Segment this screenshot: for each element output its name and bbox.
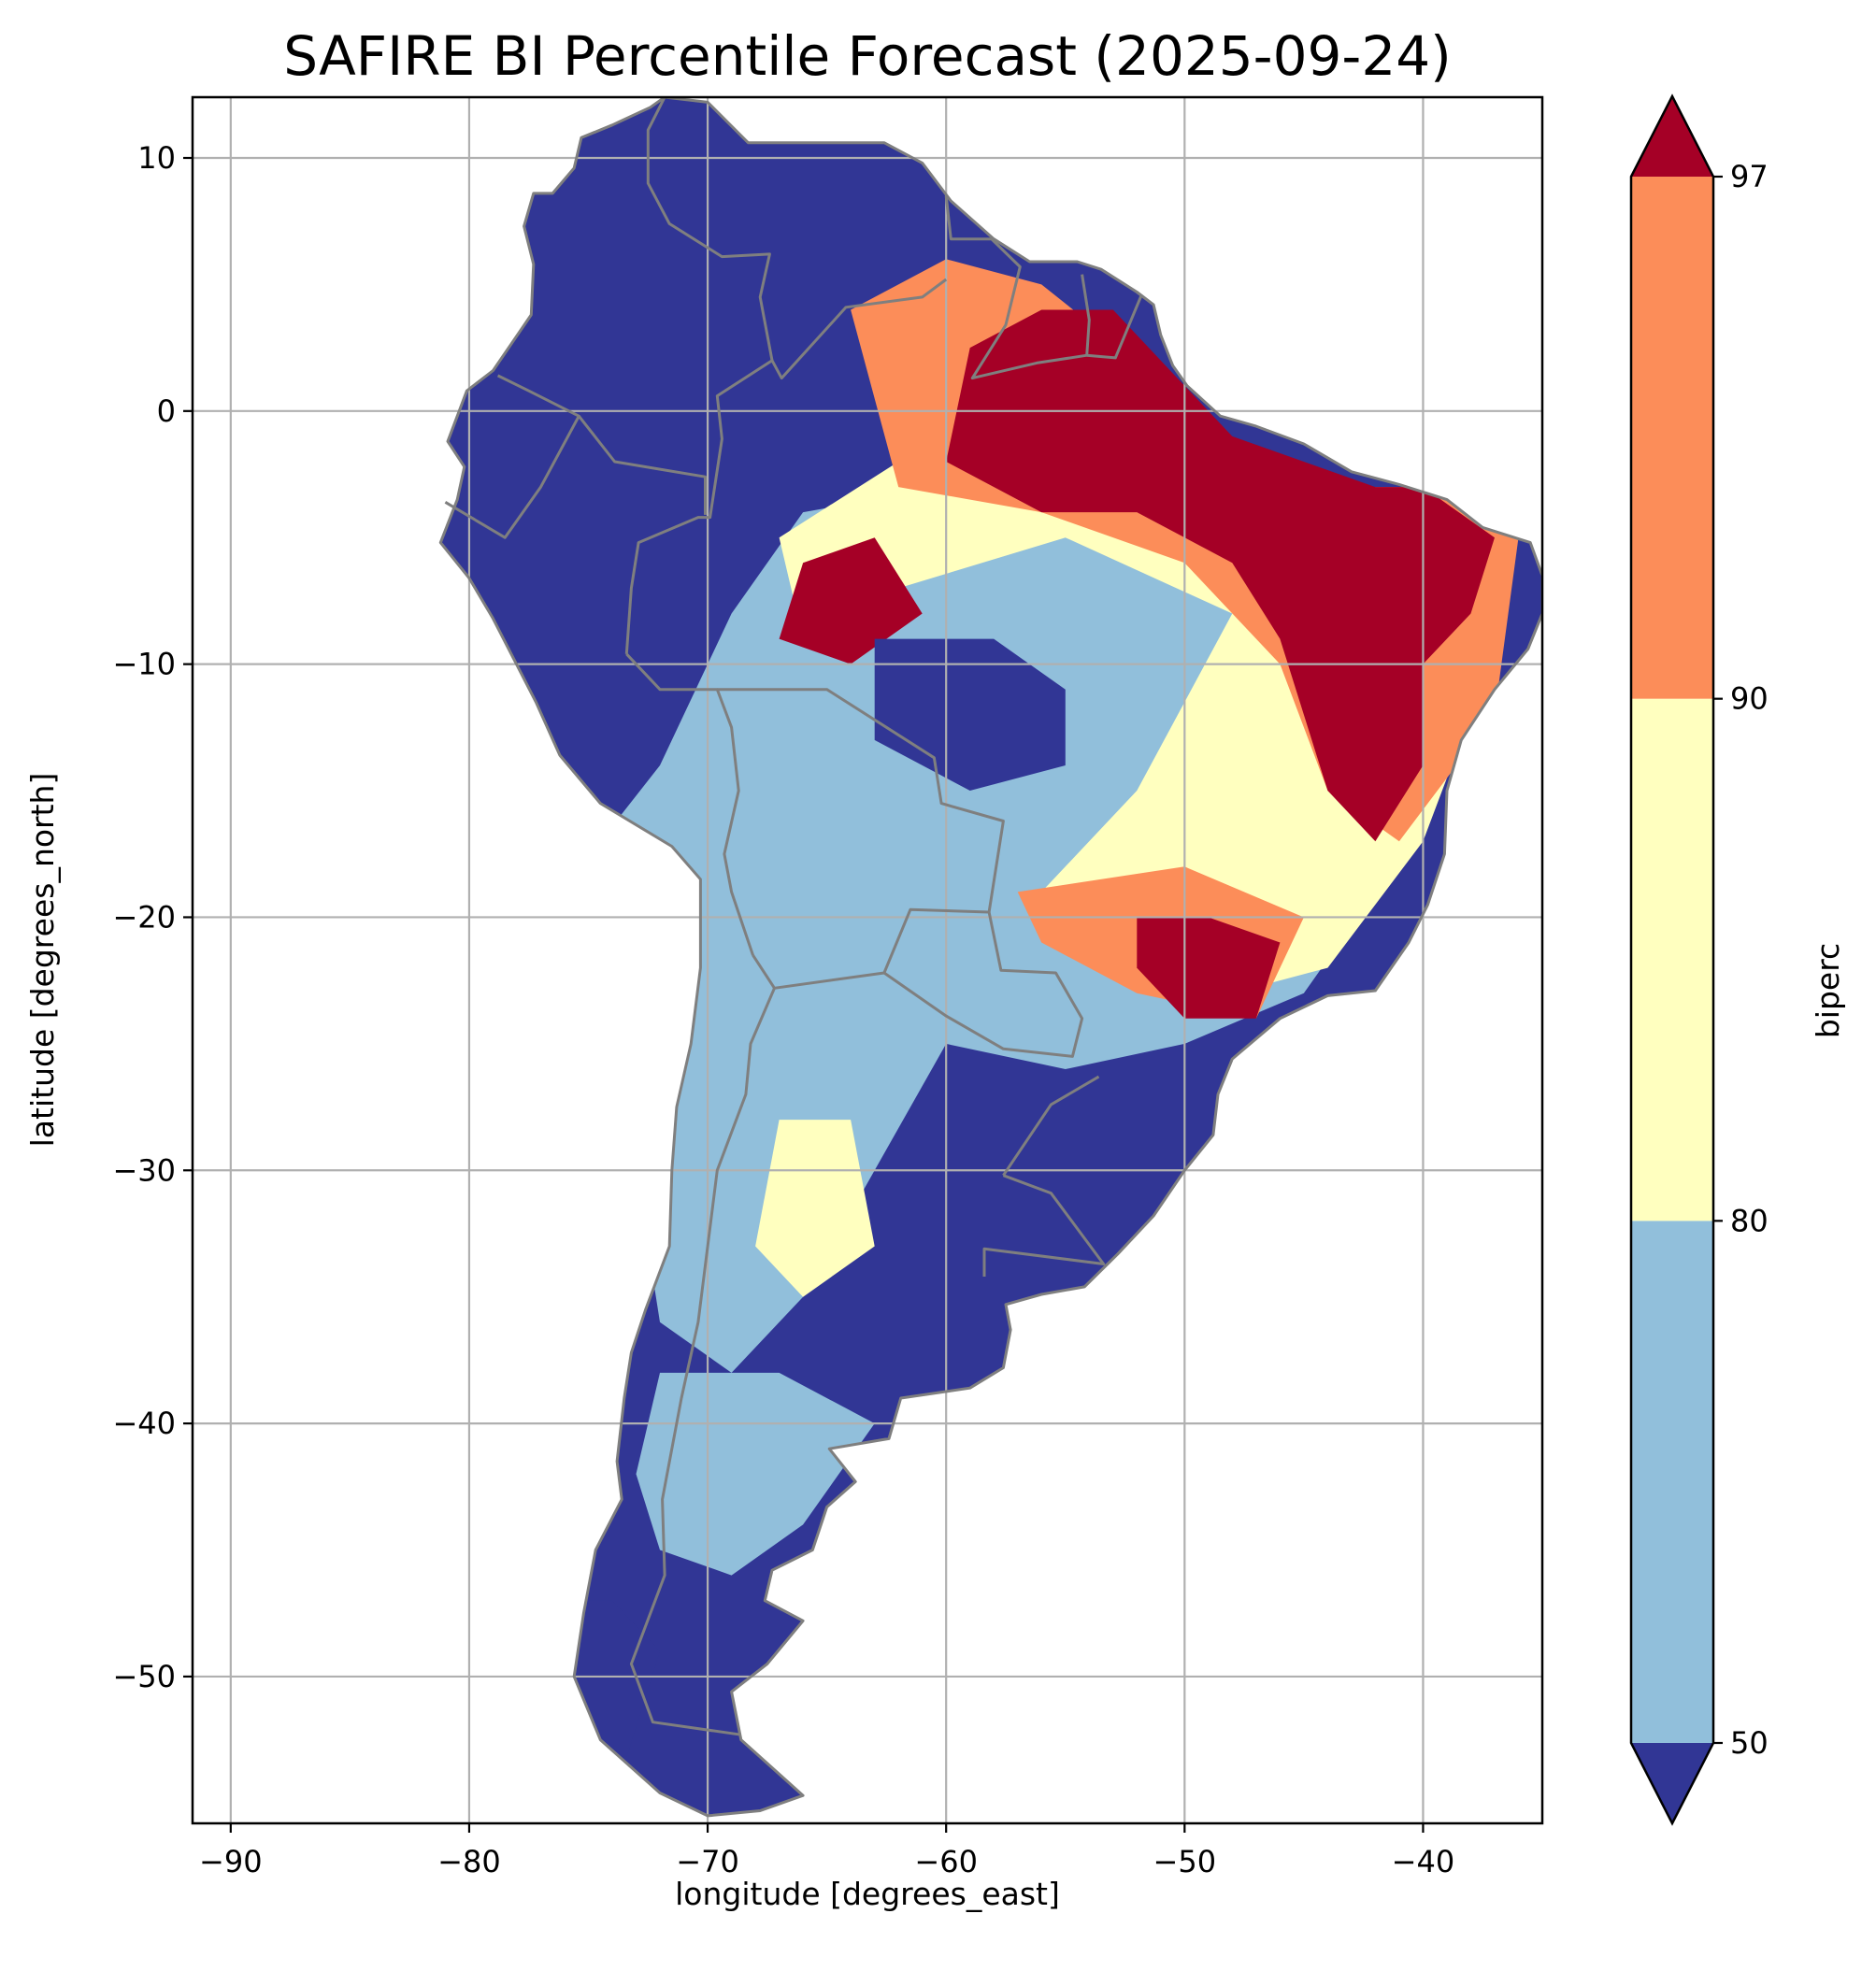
y-tick-label: 0 (157, 393, 176, 429)
y-tick-label: −40 (112, 1406, 176, 1441)
chart-title: SAFIRE BI Percentile Forecast (2025-09-2… (283, 24, 1452, 88)
x-tick-label: −40 (1392, 1844, 1455, 1879)
border-line (578, 415, 707, 515)
country-borders (444, 97, 1143, 1736)
x-axis: −90 −80 −70 −60 −50 −40 (199, 1823, 1454, 1879)
field-region-band-central (540, 487, 1376, 1373)
border-line (883, 911, 1084, 1058)
border-line (944, 195, 1091, 380)
y-tick-label: −20 (112, 899, 176, 935)
border-line (717, 688, 1005, 990)
axes-frame (191, 95, 1544, 1825)
colorbar-label: biperc (1810, 943, 1846, 1038)
colorbar: 50 80 90 97 (1629, 93, 1769, 1826)
coastline-layer (438, 97, 1542, 1818)
y-tick-label: −50 (112, 1659, 176, 1694)
grid (193, 97, 1542, 1823)
colorbar-tick-label: 50 (1730, 1725, 1769, 1761)
border-line (1002, 1075, 1100, 1177)
x-tick-label: −80 (437, 1844, 501, 1879)
colorbar-extend-upper (1631, 96, 1713, 177)
y-tick-label: −10 (112, 647, 176, 682)
field-region-band-mato-grosso-blue (874, 638, 1066, 791)
colorbar-extend-lower (1631, 1743, 1713, 1823)
border-line (624, 278, 948, 654)
x-tick-label: −50 (1153, 1844, 1217, 1879)
y-axis: 10 0 −10 −20 −30 −40 −50 (112, 140, 193, 1694)
colorbar-tick-label: 90 (1730, 681, 1769, 717)
y-tick-label: −30 (112, 1152, 176, 1188)
colorbar-segment-80_90 (1631, 698, 1713, 1221)
x-tick-label: −70 (676, 1844, 739, 1879)
x-tick-label: −60 (914, 1844, 978, 1879)
border-line (1086, 293, 1143, 360)
colorbar-segment-50_80 (1631, 1221, 1713, 1743)
y-axis-label: latitude [degrees_north] (24, 773, 61, 1148)
border-line (625, 652, 754, 956)
colorbar-tick-label: 97 (1730, 159, 1769, 194)
x-tick-label: −90 (199, 1844, 263, 1879)
colorbar-tick-label: 80 (1730, 1203, 1769, 1238)
y-tick-label: 10 (137, 140, 176, 176)
field-region-band-north-red (946, 309, 1495, 842)
colorbar-segment-90_97 (1631, 177, 1713, 699)
border-line (646, 97, 774, 361)
plot-area: −90 −80 −70 −60 −50 −40 10 0 −10 −20 −30 −40 −50 (112, 95, 1544, 1879)
field-region-band-southeast-red (1137, 917, 1281, 1019)
border-line (629, 987, 776, 1736)
x-axis-label: longitude [degrees_east] (675, 1876, 1060, 1912)
field-region-band-argentina (755, 1120, 875, 1297)
coastline (438, 97, 1542, 1818)
border-line (982, 1174, 1106, 1277)
border-line (444, 374, 580, 539)
field-region-band-rondonia-red (779, 537, 923, 664)
